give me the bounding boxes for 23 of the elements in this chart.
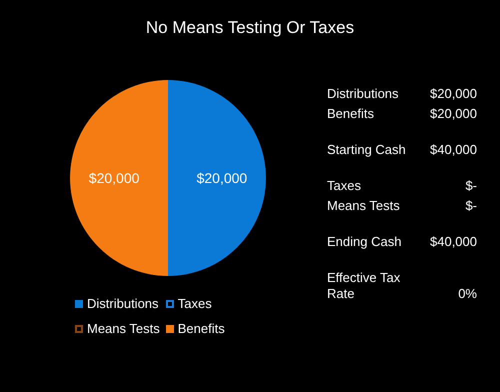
text: 0% (457, 286, 477, 302)
pie-slice (168, 80, 266, 276)
text: Starting Cash (327, 142, 407, 158)
text: $40,000 (429, 142, 477, 158)
text: $- (464, 178, 477, 194)
data-label: $20,000 (196, 170, 248, 186)
text: $20,000 (429, 86, 477, 102)
text: Taxes (327, 178, 362, 194)
chart-title: No Means Testing Or Taxes (144, 18, 356, 38)
legend-label: Distributions (87, 296, 159, 311)
legend-label: Benefits (178, 321, 225, 336)
text: Ending Cash (327, 234, 402, 250)
text: Means Tests (327, 198, 401, 214)
text: Distributions (327, 86, 400, 102)
legend-label: Means Tests (87, 321, 160, 336)
text: Benefits (327, 106, 375, 122)
text: $20,000 (429, 106, 477, 122)
text: $40,000 (429, 234, 477, 250)
text: Effective Tax Rate (327, 270, 402, 302)
pie-slice (70, 80, 168, 276)
legend-label: Taxes (178, 296, 212, 311)
text: $- (464, 198, 477, 214)
data-label: $20,000 (88, 170, 140, 186)
